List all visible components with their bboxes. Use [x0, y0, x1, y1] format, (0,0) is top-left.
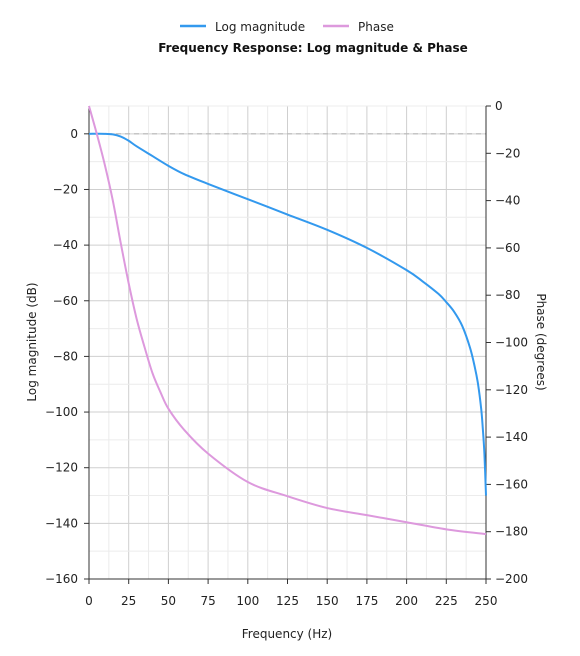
x-axis-ticks: 0 25 50 75 100 125 150 175 200 225 250 — [85, 579, 497, 608]
y-right-tick-label: −140 — [495, 430, 528, 444]
chart-title: Frequency Response: Log magnitude & Phas… — [158, 41, 468, 55]
y-left-tick-label: −140 — [45, 516, 78, 530]
legend-label: Phase — [358, 20, 394, 34]
y-left-tick-label: −80 — [53, 349, 78, 363]
x-tick-label: 125 — [276, 594, 299, 608]
series-line-phase — [88, 105, 487, 536]
y-left-axis-label: Log magnitude (dB) — [25, 282, 39, 401]
y-left-tick-label: −160 — [45, 572, 78, 586]
y-left-tick-label: 0 — [70, 127, 78, 141]
x-tick-label: 25 — [121, 594, 136, 608]
y-left-tick-label: −120 — [45, 461, 78, 475]
x-tick-label: 175 — [355, 594, 378, 608]
x-tick-label: 200 — [395, 594, 418, 608]
x-tick-label: 225 — [435, 594, 458, 608]
legend-label: Log magnitude — [215, 20, 305, 34]
y-right-axis-ticks: 0 −20 −40 −60 −80 −100 −120 −140 −160 −180 −200 — [486, 99, 528, 586]
y-right-tick-label: −20 — [495, 146, 520, 160]
x-tick-label: 150 — [316, 594, 339, 608]
x-axis-label: Frequency (Hz) — [242, 627, 333, 641]
y-left-tick-label: −40 — [53, 238, 78, 252]
y-left-tick-label: −20 — [53, 182, 78, 196]
y-left-tick-label: −60 — [53, 294, 78, 308]
y-left-axis-ticks: 0 −20 −40 −60 −80 −100 −120 −140 −160 — [45, 127, 89, 586]
y-right-tick-label: −180 — [495, 525, 528, 539]
x-tick-label: 250 — [475, 594, 498, 608]
y-right-tick-label: −60 — [495, 241, 520, 255]
y-right-tick-label: −160 — [495, 477, 528, 491]
y-right-tick-label: −120 — [495, 383, 528, 397]
x-tick-label: 100 — [236, 594, 259, 608]
y-right-axis-label: Phase (degrees) — [534, 293, 548, 390]
y-right-tick-label: −100 — [495, 336, 528, 350]
x-tick-label: 75 — [200, 594, 215, 608]
y-right-tick-label: −40 — [495, 194, 520, 208]
y-left-tick-label: −100 — [45, 405, 78, 419]
x-tick-label: 0 — [85, 594, 93, 608]
x-tick-label: 50 — [161, 594, 176, 608]
y-right-tick-label: −200 — [495, 572, 528, 586]
y-right-tick-label: −80 — [495, 288, 520, 302]
grid — [88, 105, 487, 580]
legend: Log magnitude Phase — [180, 20, 394, 34]
series-line-log-magnitude — [88, 132, 487, 496]
series — [88, 105, 487, 536]
y-right-tick-label: 0 — [495, 99, 503, 113]
